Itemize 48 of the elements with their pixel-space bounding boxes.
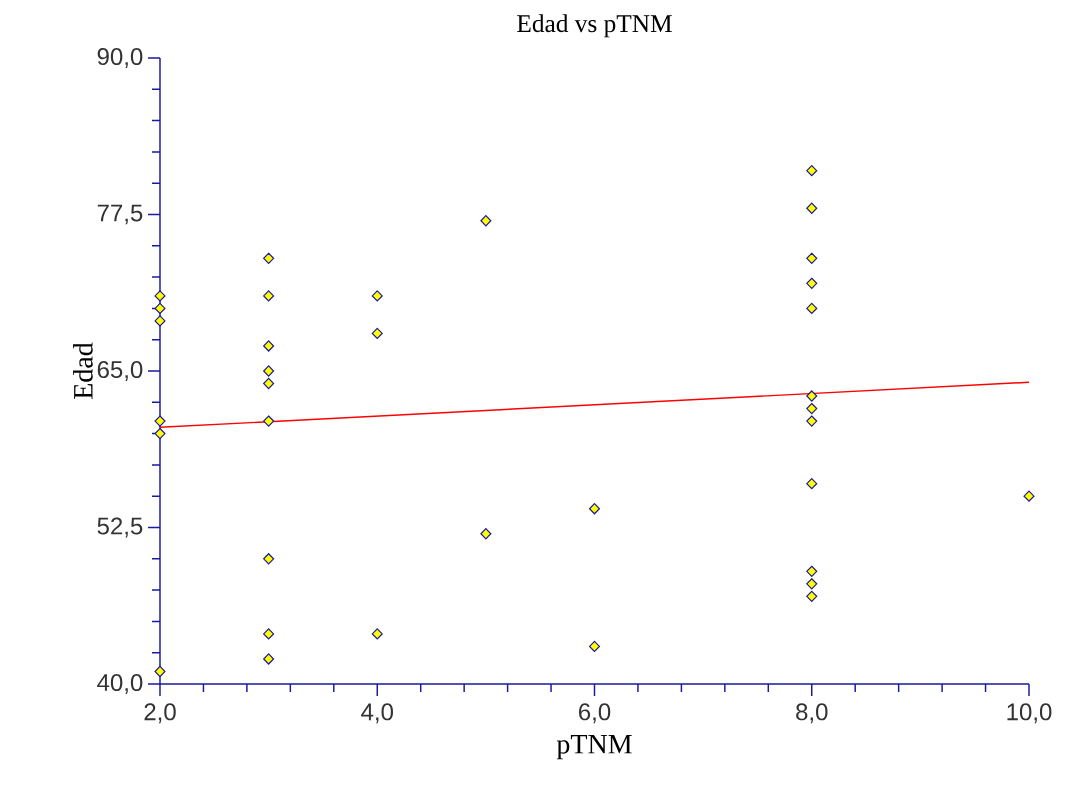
- point: [154, 415, 166, 427]
- point: [263, 415, 275, 427]
- x-tick-label: 8,0: [796, 703, 828, 724]
- point: [480, 528, 492, 540]
- point: [371, 628, 383, 640]
- point: [263, 252, 275, 264]
- x-tick-label: 6,0: [579, 703, 611, 724]
- x-tick-label: 2,0: [144, 703, 176, 724]
- x-tick-label: 10,0: [1007, 703, 1052, 724]
- point: [806, 590, 818, 603]
- point: [806, 565, 818, 577]
- point: [806, 478, 818, 490]
- point: [371, 290, 383, 302]
- y-tick-label: 40,0: [97, 674, 143, 694]
- point: [263, 365, 275, 377]
- point: [1023, 490, 1035, 502]
- point: [263, 553, 275, 565]
- point: [806, 165, 818, 177]
- x-tick-label: 4,0: [361, 703, 394, 724]
- y-tick-label: 77,5: [97, 204, 143, 225]
- point: [154, 302, 166, 315]
- point: [263, 290, 275, 302]
- point: [806, 252, 818, 264]
- y-tick-label: 52,5: [97, 517, 143, 538]
- point: [154, 665, 166, 678]
- y-tick-label: 90,0: [97, 48, 143, 68]
- point: [588, 503, 601, 515]
- point: [806, 415, 818, 427]
- y-tick-label: 65,0: [97, 361, 143, 381]
- x-axis-title: pTNM: [556, 735, 632, 760]
- point: [154, 290, 166, 302]
- point: [263, 628, 275, 640]
- point: [806, 402, 818, 415]
- point: [806, 202, 818, 214]
- point: [371, 327, 383, 340]
- point: [806, 390, 818, 402]
- chart-title: Edad vs pTNM: [517, 14, 672, 38]
- point: [154, 315, 166, 327]
- point: [263, 653, 275, 665]
- point: [806, 277, 818, 290]
- point: [263, 377, 275, 390]
- point: [806, 578, 818, 590]
- point: [480, 215, 492, 227]
- y-axis-title: Edad: [73, 342, 93, 399]
- point: [806, 302, 818, 315]
- point: [154, 427, 166, 440]
- point: [263, 340, 275, 352]
- point: [588, 640, 601, 653]
